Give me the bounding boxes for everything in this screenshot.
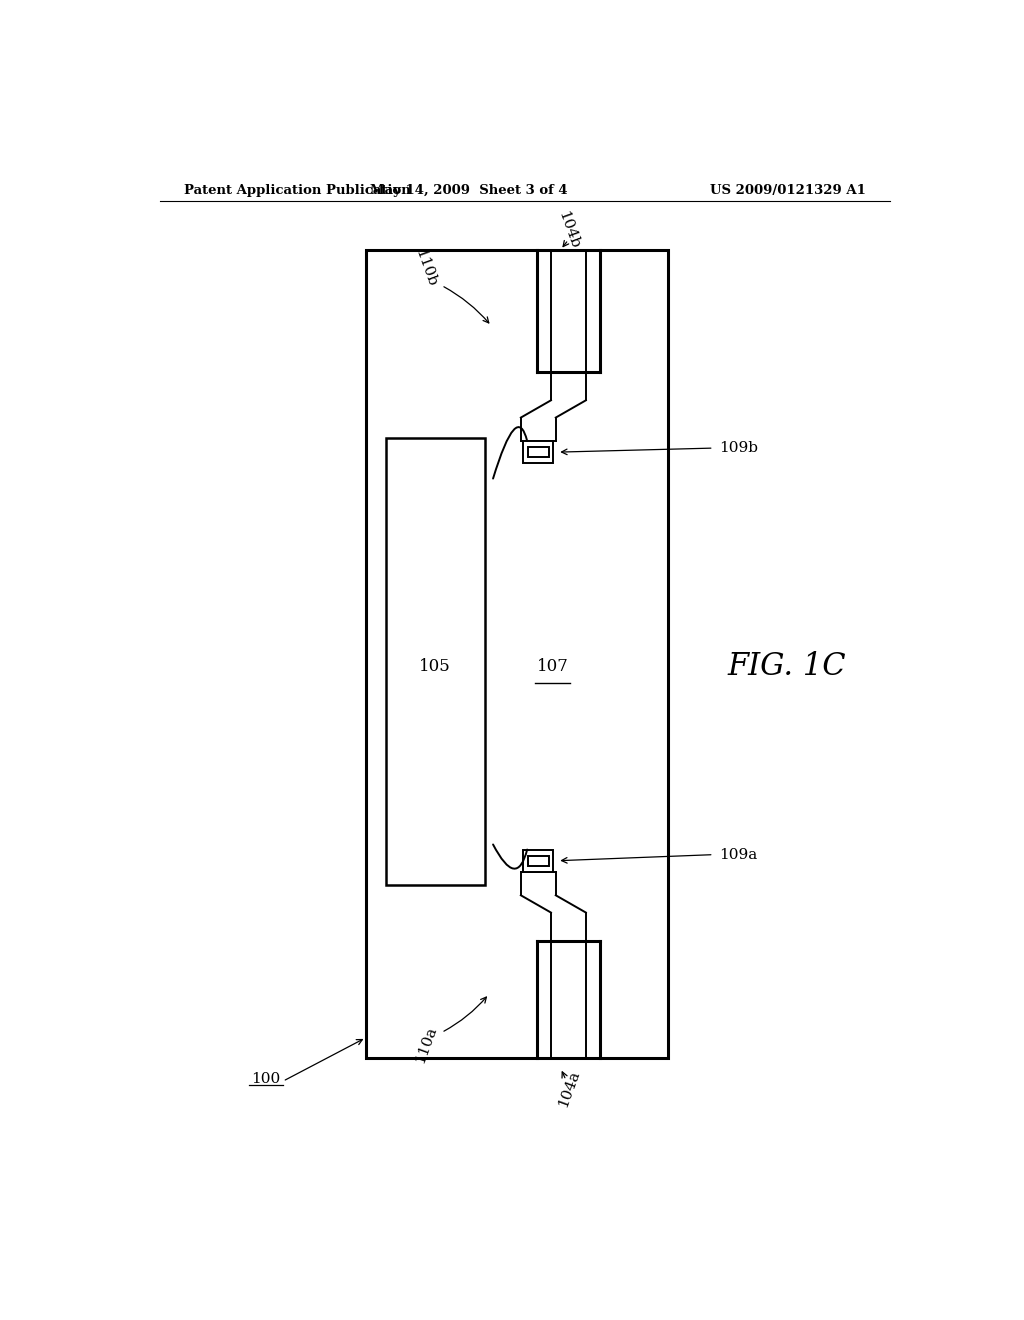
Text: 109b: 109b <box>719 441 758 455</box>
Text: 107: 107 <box>537 659 568 675</box>
Text: 109a: 109a <box>719 847 758 862</box>
Text: Patent Application Publication: Patent Application Publication <box>183 185 411 198</box>
FancyArrowPatch shape <box>494 428 527 479</box>
Text: 110a: 110a <box>413 1024 438 1065</box>
Bar <box>528 855 549 866</box>
Text: 105: 105 <box>419 659 451 675</box>
Text: 110b: 110b <box>413 247 439 289</box>
Text: US 2009/0121329 A1: US 2009/0121329 A1 <box>711 185 866 198</box>
Bar <box>523 850 553 873</box>
Bar <box>386 438 485 886</box>
Text: 104b: 104b <box>555 209 582 251</box>
Text: 100: 100 <box>251 1072 281 1086</box>
FancyArrowPatch shape <box>494 845 527 869</box>
Text: FIG. 1C: FIG. 1C <box>727 651 846 682</box>
Bar <box>523 441 553 463</box>
Bar <box>528 447 549 457</box>
Bar <box>367 249 668 1057</box>
Text: 104a: 104a <box>555 1068 582 1109</box>
Text: May 14, 2009  Sheet 3 of 4: May 14, 2009 Sheet 3 of 4 <box>371 185 568 198</box>
